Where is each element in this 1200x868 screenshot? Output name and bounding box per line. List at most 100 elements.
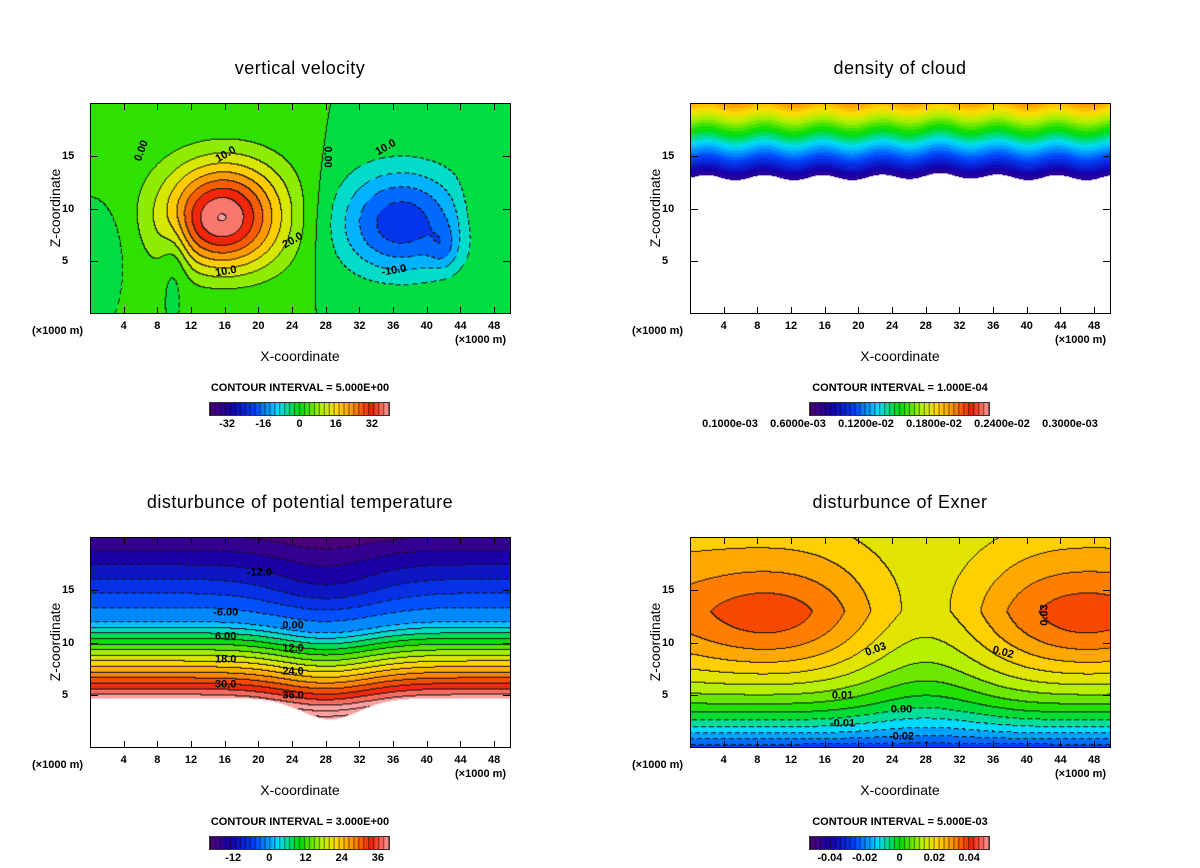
y-tick-mark-right [1103, 261, 1110, 263]
y-axis-label: Z-coordinate [647, 602, 663, 682]
x-tick-mark [359, 741, 361, 747]
x-tick-mark-top [1060, 104, 1062, 110]
y-tick-label: 5 [62, 689, 69, 702]
x-tick-mark-top [824, 104, 826, 110]
x-tick-mark-top [359, 104, 361, 110]
colorbar-tick-label: -32 [219, 418, 236, 430]
x-tick-mark-top [292, 538, 294, 544]
x-tick-mark-top [258, 538, 260, 544]
x-tick-label: 12 [784, 320, 798, 332]
x-tick-label: 20 [852, 320, 865, 332]
y-tick-mark-right [1103, 155, 1110, 157]
x-tick-mark-top [460, 104, 462, 110]
x-tick-mark-top [1094, 104, 1096, 110]
colorbar-tick-label: 0.1200e-02 [838, 418, 894, 430]
potential-temperature-panel: disturbunce of potential temperature -12.… [0, 434, 600, 868]
filled-contour-field [691, 538, 1110, 747]
x-tick-mark [723, 307, 725, 313]
contour-label: 6.00 [215, 630, 237, 643]
x-tick-mark-top [959, 104, 961, 110]
x-tick-label: 36 [386, 320, 400, 332]
colorbar-gradient [210, 403, 389, 415]
x-tick-mark-top [393, 538, 395, 544]
y-tick-mark-right [1103, 589, 1110, 591]
x-tick-label: 40 [420, 754, 433, 766]
x-tick-mark-top [993, 104, 995, 110]
contour-plot-area: 0.03 0.03 0.02 0.01 0.00 -0.01 -0.02 [690, 537, 1111, 748]
x-tick-label: 4 [720, 320, 727, 332]
y-tick-mark-right [1103, 208, 1110, 210]
x-tick-mark-top [426, 104, 428, 110]
y-tick-label: 15 [62, 583, 75, 596]
x-tick-label: 48 [488, 754, 501, 766]
x-tick-label: 24 [885, 754, 899, 766]
y-tick-mark [91, 208, 98, 210]
colorbar-tick-label: 0 [896, 852, 903, 864]
x-tick-label: 36 [986, 754, 1000, 766]
y-tick-label: 10 [62, 202, 75, 215]
contour-interval-text: CONTOUR INTERVAL = 5.000E+00 [210, 382, 390, 394]
x-tick-label: 40 [1020, 320, 1033, 332]
x-tick-mark-top [925, 538, 927, 544]
y-axis-label: Z-coordinate [647, 168, 663, 248]
x-tick-mark [292, 307, 294, 313]
colorbar-tick-label: 0.02 [923, 852, 946, 864]
contour-label: 18.0 [215, 653, 237, 666]
y-tick-mark [691, 642, 698, 644]
x-axis-label: X-coordinate [860, 348, 940, 364]
x-tick-label: 4 [120, 754, 127, 766]
x-tick-label: 28 [919, 754, 932, 766]
contour-label: 12.0 [282, 642, 304, 655]
x-tick-mark [460, 307, 462, 313]
x-tick-label: 36 [986, 320, 1000, 332]
x-tick-label: 8 [154, 754, 161, 766]
x-tick-mark [359, 307, 361, 313]
x-tick-mark [993, 741, 995, 747]
x-tick-mark-top [723, 104, 725, 110]
y-tick-mark [91, 589, 98, 591]
y-tick-mark-right [1103, 695, 1110, 697]
x-unit-left: (×1000 m) [32, 325, 84, 337]
y-tick-mark [91, 155, 98, 157]
x-tick-mark [959, 307, 961, 313]
x-tick-label: 20 [252, 754, 265, 766]
x-tick-label: 16 [218, 320, 231, 332]
x-tick-label: 28 [319, 320, 332, 332]
contour-interval-text: CONTOUR INTERVAL = 3.000E+00 [210, 816, 390, 828]
colorbar-tick-label: 0.2400e-02 [974, 418, 1030, 430]
colorbar-tick-label: 0.04 [958, 852, 980, 864]
x-tick-mark [325, 741, 327, 747]
x-tick-label: 4 [120, 320, 127, 332]
y-tick-mark [91, 695, 98, 697]
chart-title: disturbunce of Exner [812, 492, 988, 512]
contour-label: 30.0 [215, 678, 237, 691]
x-tick-mark [258, 741, 260, 747]
cloud-density-panel: density of cloud 4 8 12 16 20 24 28 32 36 40 44 48 5 1… [600, 0, 1200, 434]
y-tick-mark-right [1103, 642, 1110, 644]
x-tick-mark [191, 307, 193, 313]
contour-plot-area [690, 103, 1111, 314]
x-tick-mark [1026, 741, 1028, 747]
colorbar-tick-label: 0 [266, 852, 273, 864]
colorbar-tick-label: -0.02 [852, 852, 878, 864]
x-tick-label: 48 [1088, 754, 1101, 766]
x-tick-mark-top [925, 104, 927, 110]
x-tick-mark-top [157, 538, 159, 544]
x-tick-mark [925, 307, 927, 313]
colorbar-tick-label: 16 [329, 418, 342, 430]
y-tick-mark [691, 261, 698, 263]
x-tick-mark [494, 307, 496, 313]
y-tick-label: 5 [662, 255, 669, 268]
x-tick-mark-top [723, 538, 725, 544]
x-tick-mark [191, 741, 193, 747]
x-tick-label: 20 [852, 754, 865, 766]
y-tick-mark [91, 261, 98, 263]
x-tick-label: 12 [184, 754, 198, 766]
contour-label: 24.0 [282, 665, 304, 678]
x-tick-mark [757, 307, 759, 313]
colorbar [809, 402, 990, 416]
x-tick-label: 12 [184, 320, 198, 332]
x-tick-mark [723, 741, 725, 747]
x-tick-mark [426, 741, 428, 747]
